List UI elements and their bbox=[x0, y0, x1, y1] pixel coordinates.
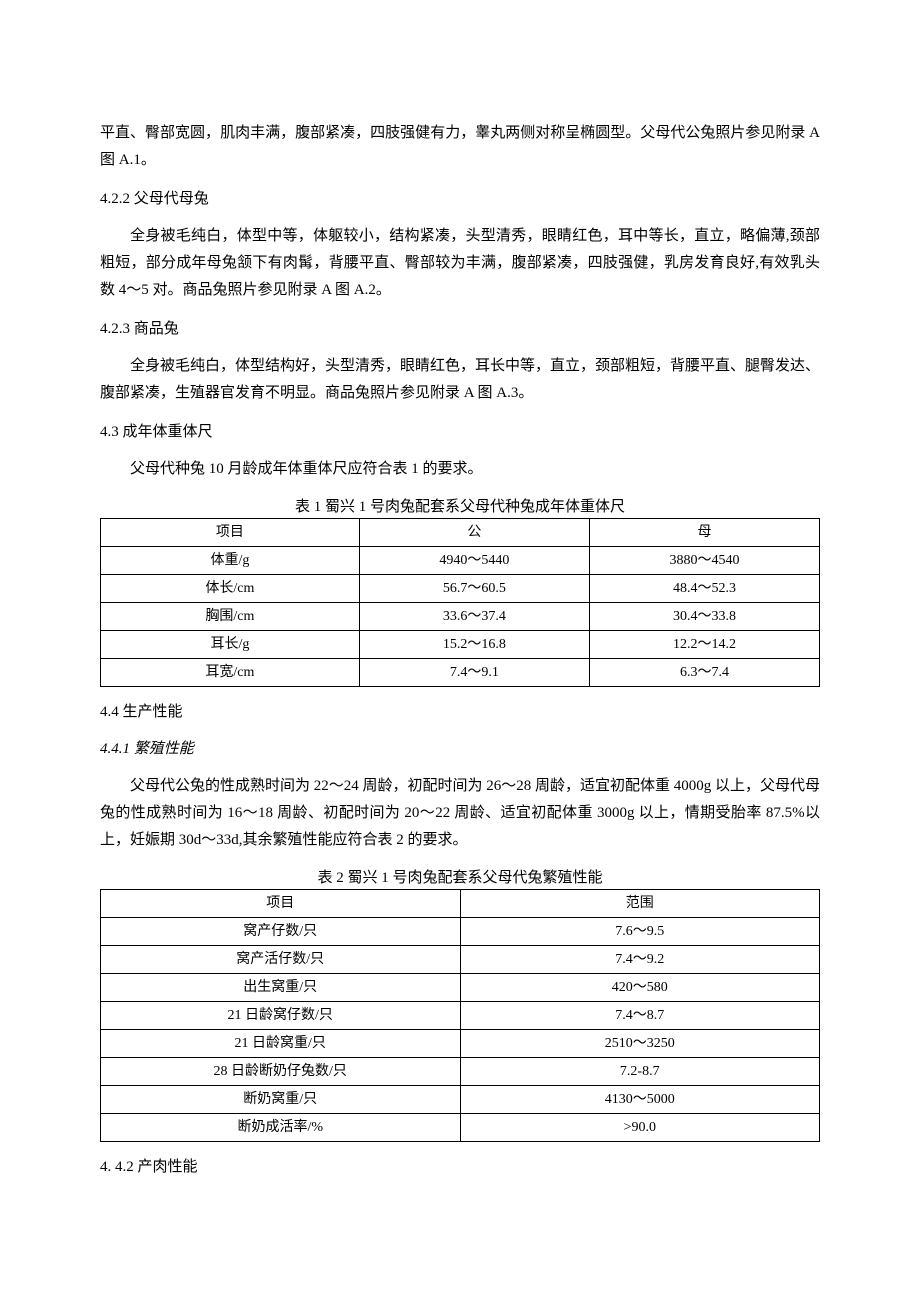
table-row: 耳宽/cm 7.4～9.1 6.3～7.4 bbox=[101, 659, 820, 687]
table1-cell: 3880～4540 bbox=[589, 547, 819, 575]
intro-paragraph: 平直、臀部宽圆，肌肉丰满，腹部紧凑，四肢强健有力，睾丸两侧对称呈椭圆型。父母代公… bbox=[100, 120, 820, 174]
table2-cell: 28 日龄断奶仔兔数/只 bbox=[101, 1058, 461, 1086]
table2-cell: 21 日龄窝仔数/只 bbox=[101, 1002, 461, 1030]
document-page: 平直、臀部宽圆，肌肉丰满，腹部紧凑，四肢强健有力，睾丸两侧对称呈椭圆型。父母代公… bbox=[0, 0, 920, 1301]
table2-cell: 4130～5000 bbox=[460, 1086, 820, 1114]
table2-cell: 7.2-8.7 bbox=[460, 1058, 820, 1086]
table2-cell: 7.4～8.7 bbox=[460, 1002, 820, 1030]
table1-head-2: 母 bbox=[589, 519, 819, 547]
heading-4-2-2: 4.2.2 父母代母兔 bbox=[100, 186, 820, 213]
table2-cell: 断奶窝重/只 bbox=[101, 1086, 461, 1114]
heading-4-3: 4.3 成年体重体尺 bbox=[100, 419, 820, 446]
table1-cell: 耳宽/cm bbox=[101, 659, 360, 687]
table2-cell: 420～580 bbox=[460, 974, 820, 1002]
table1-cell: 48.4～52.3 bbox=[589, 575, 819, 603]
table2-cell: 窝产活仔数/只 bbox=[101, 946, 461, 974]
table-row: 体长/cm 56.7～60.5 48.4～52.3 bbox=[101, 575, 820, 603]
table-row: 21 日龄窝仔数/只 7.4～8.7 bbox=[101, 1002, 820, 1030]
table2-head-0: 项目 bbox=[101, 890, 461, 918]
table1-caption: 表 1 蜀兴 1 号肉兔配套系父母代种兔成年体重体尺 bbox=[100, 495, 820, 516]
table2-head-1: 范围 bbox=[460, 890, 820, 918]
table1-cell: 12.2～14.2 bbox=[589, 631, 819, 659]
paragraph-4-2-2: 全身被毛纯白，体型中等，体躯较小，结构紧凑，头型清秀，眼睛红色，耳中等长，直立，… bbox=[100, 223, 820, 304]
heading-4-4-2: 4. 4.2 产肉性能 bbox=[100, 1154, 820, 1181]
paragraph-4-3: 父母代种兔 10 月龄成年体重体尺应符合表 1 的要求。 bbox=[100, 456, 820, 483]
table-row: 21 日龄窝重/只 2510～3250 bbox=[101, 1030, 820, 1058]
heading-4-4-1: 4.4.1 繁殖性能 bbox=[100, 736, 820, 763]
table1-cell: 56.7～60.5 bbox=[359, 575, 589, 603]
heading-4-4-1-text: 4.4.1 繁殖性能 bbox=[100, 741, 194, 757]
table1-cell: 4940～5440 bbox=[359, 547, 589, 575]
heading-4-2-3: 4.2.3 商品兔 bbox=[100, 316, 820, 343]
table2-cell: 2510～3250 bbox=[460, 1030, 820, 1058]
table1-cell: 33.6～37.4 bbox=[359, 603, 589, 631]
table2-cell: 21 日龄窝重/只 bbox=[101, 1030, 461, 1058]
table1-cell: 耳长/g bbox=[101, 631, 360, 659]
paragraph-4-2-3: 全身被毛纯白，体型结构好，头型清秀，眼睛红色，耳长中等，直立，颈部粗短，背腰平直… bbox=[100, 353, 820, 407]
table-row: 断奶窝重/只 4130～5000 bbox=[101, 1086, 820, 1114]
table1-cell: 体长/cm bbox=[101, 575, 360, 603]
table1-head-row: 项目 公 母 bbox=[101, 519, 820, 547]
table2: 项目 范围 窝产仔数/只 7.6～9.5 窝产活仔数/只 7.4～9.2 出生窝… bbox=[100, 889, 820, 1142]
table-row: 窝产仔数/只 7.6～9.5 bbox=[101, 918, 820, 946]
table-row: 体重/g 4940～5440 3880～4540 bbox=[101, 547, 820, 575]
table-row: 出生窝重/只 420～580 bbox=[101, 974, 820, 1002]
table-row: 断奶成活率/% >90.0 bbox=[101, 1114, 820, 1142]
table1-cell: 30.4～33.8 bbox=[589, 603, 819, 631]
table-row: 窝产活仔数/只 7.4～9.2 bbox=[101, 946, 820, 974]
table-row: 28 日龄断奶仔兔数/只 7.2-8.7 bbox=[101, 1058, 820, 1086]
table2-cell: >90.0 bbox=[460, 1114, 820, 1142]
table2-cell: 窝产仔数/只 bbox=[101, 918, 461, 946]
table2-cell: 出生窝重/只 bbox=[101, 974, 461, 1002]
table-row: 耳长/g 15.2～16.8 12.2～14.2 bbox=[101, 631, 820, 659]
table2-cell: 7.4～9.2 bbox=[460, 946, 820, 974]
table1-cell: 体重/g bbox=[101, 547, 360, 575]
table2-cell: 断奶成活率/% bbox=[101, 1114, 461, 1142]
table2-head-row: 项目 范围 bbox=[101, 890, 820, 918]
table1-cell: 15.2～16.8 bbox=[359, 631, 589, 659]
paragraph-4-4-1: 父母代公兔的性成熟时间为 22～24 周龄，初配时间为 26～28 周龄，适宜初… bbox=[100, 773, 820, 854]
table1-cell: 6.3～7.4 bbox=[589, 659, 819, 687]
table1-cell: 7.4～9.1 bbox=[359, 659, 589, 687]
table-row: 胸围/cm 33.6～37.4 30.4～33.8 bbox=[101, 603, 820, 631]
heading-4-4: 4.4 生产性能 bbox=[100, 699, 820, 726]
table2-caption: 表 2 蜀兴 1 号肉兔配套系父母代兔繁殖性能 bbox=[100, 866, 820, 887]
table1-cell: 胸围/cm bbox=[101, 603, 360, 631]
table2-cell: 7.6～9.5 bbox=[460, 918, 820, 946]
table1-head-1: 公 bbox=[359, 519, 589, 547]
table1: 项目 公 母 体重/g 4940～5440 3880～4540 体长/cm 56… bbox=[100, 518, 820, 687]
table1-head-0: 项目 bbox=[101, 519, 360, 547]
